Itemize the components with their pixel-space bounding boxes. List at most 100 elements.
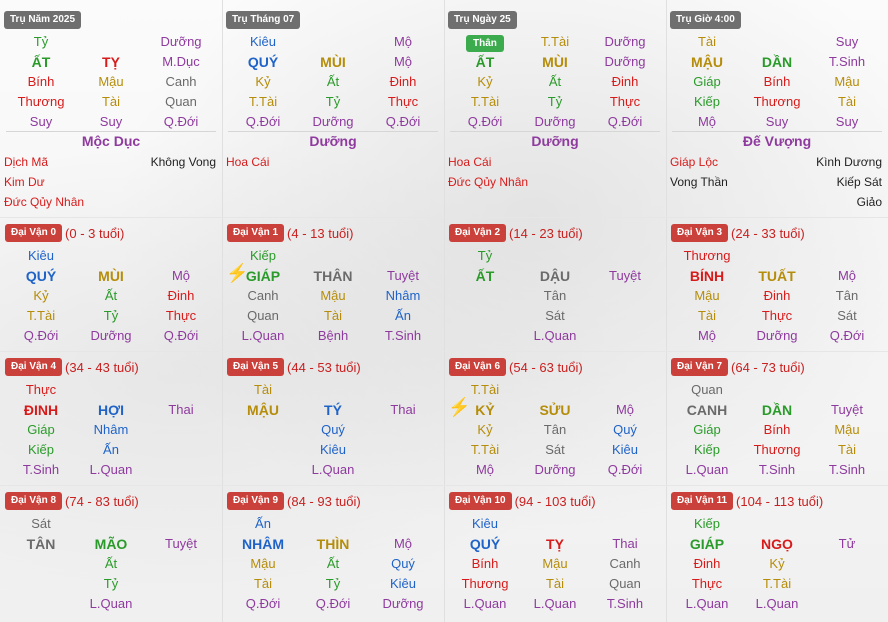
pillar-cell: Mộ xyxy=(171,268,191,283)
pillar-row: T.Tài Dưỡng xyxy=(450,32,666,52)
status-separator xyxy=(450,131,660,132)
dai-van-cell[interactable]: Đại Vận 2 (14 - 23 tuổi) Tỷ ẤT DẬU Tuyệt Tân Sá… xyxy=(444,217,666,351)
pillar-row: T.Sinh L.Quan xyxy=(6,460,222,480)
pillar-cell: Tỷ xyxy=(103,576,119,591)
pillar-cell: Dưỡng xyxy=(604,54,646,69)
status-separator xyxy=(228,131,438,132)
pillar-cell: Thực xyxy=(761,308,793,323)
dai-van-cell[interactable]: Đại Vận 8 (74 - 83 tuổi) Sát TÂN MÃO Tuyệt Ất T… xyxy=(0,485,222,622)
star-line: Giảo xyxy=(670,192,882,212)
pillar-cell: Ấn xyxy=(103,442,119,457)
life-stage-status: Mộc Dục xyxy=(81,133,141,149)
pillar-cell: Thực xyxy=(691,576,723,591)
pillar-cell: GIÁP xyxy=(245,268,281,284)
dai-van-badge: Đại Vận 11 xyxy=(671,492,734,510)
pillar-row: Kiêu xyxy=(6,246,222,266)
dai-van-cell[interactable]: Đại Vận 1 (4 - 13 tuổi) ⚡ Kiếp GIÁP THÂN Tuyệt… xyxy=(222,217,444,351)
dai-van-cell[interactable]: Đại Vận 5 (44 - 53 tuổi) Tài MẬU TÝ Thai Quý Ki… xyxy=(222,351,444,485)
pillar-row: Tỷ xyxy=(450,246,666,266)
dai-van-cell[interactable]: Đại Vận 10 (94 - 103 tuổi) Kiêu QUÝ TỴ Thai Bí… xyxy=(444,485,666,622)
pillar-row: Q.Đới Dưỡng Q.Đới xyxy=(450,112,666,132)
pillar-cell: Ất xyxy=(104,288,118,303)
pillar-cell: Sát xyxy=(837,308,857,323)
pillar-cell: Kiếp xyxy=(693,516,721,531)
pillar-row: Bính Mậu Canh xyxy=(6,72,222,92)
pillar-cell: Q.Đới xyxy=(385,114,421,129)
pillar-cell: Dưỡng xyxy=(90,328,132,343)
pillar-cell: T.Sinh xyxy=(606,596,644,611)
pillar-cell: Mộ xyxy=(615,402,635,417)
age-range: (54 - 63 tuổi) xyxy=(509,359,583,375)
pillar-cell: Kỷ xyxy=(477,74,493,89)
pillar-row: Sát xyxy=(6,514,222,534)
pillar-cell: Tỷ xyxy=(325,576,341,591)
dai-van-badge: Đại Vận 3 xyxy=(671,224,729,242)
pillar-cell: Quan xyxy=(165,94,197,109)
pillar-row: Tài xyxy=(228,380,444,400)
pillar-cell: Đinh xyxy=(167,288,195,303)
pillar-cell: Q.Đới xyxy=(163,328,199,343)
pillar-cell: Thương xyxy=(17,94,65,109)
pillar-row: TÂN MÃO Tuyệt xyxy=(6,534,222,554)
dai-van-cell[interactable]: Đại Vận 0 (0 - 3 tuổi) Kiêu QUÝ MÙI Mộ Kỷ Ất Đin… xyxy=(0,217,222,351)
pillar-cell: Dưỡng xyxy=(756,328,798,343)
pillar-row: Tân xyxy=(450,286,666,306)
dai-van-badge: Đại Vận 9 xyxy=(227,492,285,510)
dai-van-cell[interactable]: Đại Vận 11 (104 - 113 tuổi) Kiếp GIÁP NGỌ Tử Đ… xyxy=(666,485,888,622)
pillar-cell: Quý xyxy=(321,422,345,437)
pillar-cell: Kiêu xyxy=(471,516,499,531)
pillar-cell: Mộ xyxy=(393,54,413,69)
pillar-row: Thương Tài Quan xyxy=(450,574,666,594)
pillar-cell: Thực xyxy=(609,94,641,109)
pillar-cell: Dưỡng xyxy=(534,114,576,129)
pillar-row: L.Quan T.Sinh T.Sinh xyxy=(672,460,888,480)
pillar-cell: Kỷ xyxy=(477,422,493,437)
pillar-row: Thương xyxy=(672,246,888,266)
life-stage-status: Đế Vượng xyxy=(742,133,812,149)
age-range: (64 - 73 tuổi) xyxy=(731,359,805,375)
pillar-cell: Đinh xyxy=(693,556,721,571)
dai-van-header: Đại Vận 1 (4 - 13 tuổi) xyxy=(227,224,354,242)
pillar-cell: Sát xyxy=(545,442,565,457)
pillar-cell: Q.Đới xyxy=(829,328,865,343)
pillar-cell: ẤT xyxy=(31,54,51,70)
dai-van-cell[interactable]: Đại Vận 3 (24 - 33 tuổi) Thương BÍNH TUẤT Mộ M… xyxy=(666,217,888,351)
pillar-row: Q.Đới Q.Đới Dưỡng xyxy=(228,594,444,614)
pillar-row: Thương Tài Quan xyxy=(6,92,222,112)
pillar-cell: Kiêu xyxy=(27,248,55,263)
pillar-cell: Tài xyxy=(697,308,717,323)
lightning-icon: ⚡ xyxy=(226,263,249,283)
dai-van-cell[interactable]: Đại Vận 7 (64 - 73 tuổi) Quan CANH DẦN Tuyệt G… xyxy=(666,351,888,485)
pillar-row: KỶ SỬU Mộ xyxy=(450,400,666,420)
pillar-row: Suy Suy Q.Đới xyxy=(6,112,222,132)
pillar-cell: MÙI xyxy=(98,268,124,284)
pillar-cell: Mậu xyxy=(320,288,346,303)
pillar-cell: Kiếp xyxy=(27,442,55,457)
column-divider xyxy=(666,0,667,622)
pillar-row: Thực xyxy=(6,380,222,400)
pillar-cell: Nhâm xyxy=(93,422,129,437)
pillar-cell: Dưỡng xyxy=(534,462,576,477)
pillar-row: Kiếp Thương Tài xyxy=(672,92,888,112)
pillar-cell: Tài xyxy=(253,382,273,397)
row-divider xyxy=(0,351,888,352)
star-left: Đức Qủy Nhân xyxy=(4,195,85,209)
pillar-row: Kỷ Ất Đinh xyxy=(6,286,222,306)
pillar-row: Sát xyxy=(450,306,666,326)
dai-van-badge: Đại Vận 6 xyxy=(449,358,507,376)
pillar-row: QUÝ MÙI Mộ xyxy=(6,266,222,286)
pillar-cell: L.Quan xyxy=(89,596,133,611)
dai-van-cell[interactable]: Đại Vận 6 (54 - 63 tuổi) ⚡ T.Tài KỶ SỬU Mộ Kỷ Tâ… xyxy=(444,351,666,485)
star-line: Hoa Cái xyxy=(448,152,660,172)
day-master-badge: Thân xyxy=(466,35,504,52)
pillar-cell: Tuyệt xyxy=(164,536,198,551)
pillar-cell: Mậu xyxy=(694,288,720,303)
pillar-cell: Đinh xyxy=(763,288,791,303)
star-right: Kiếp Sát xyxy=(836,175,882,189)
dai-van-cell[interactable]: Đại Vận 4 (34 - 43 tuổi) Thực ĐINH HỢI Thai Gi… xyxy=(0,351,222,485)
pillar-cell: Tuyệt xyxy=(830,402,864,417)
special-stars-list: Hoa Cái xyxy=(226,152,438,172)
pillar-cell: Giáp xyxy=(693,422,721,437)
dai-van-cell[interactable]: Đại Vận 9 (84 - 93 tuổi) Ấn NHÂM THÌN Mộ Mậu Ất… xyxy=(222,485,444,622)
row-divider xyxy=(0,217,888,218)
